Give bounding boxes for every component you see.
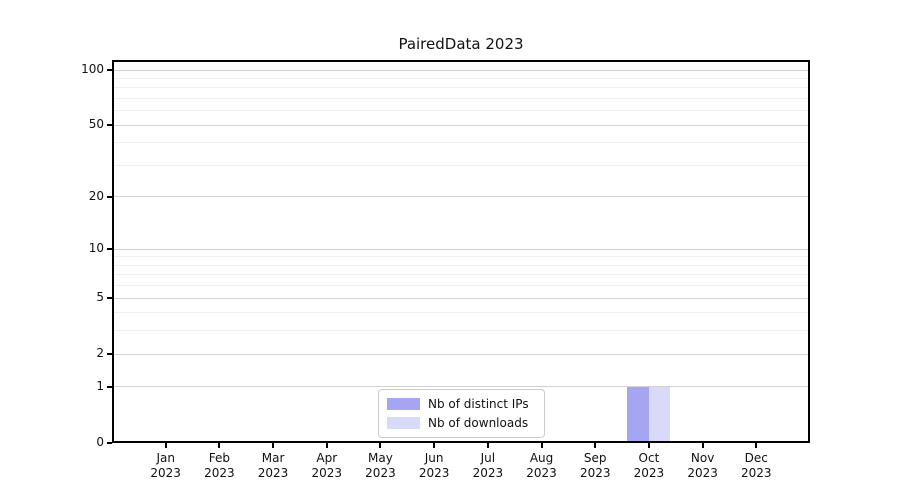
y-tick-label: 5 — [96, 290, 104, 305]
x-tick-mark — [272, 443, 275, 448]
legend-label: Nb of distinct IPs — [428, 397, 529, 411]
x-tick-label: Jun 2023 — [418, 451, 450, 480]
legend-label: Nb of downloads — [428, 416, 529, 430]
y-tick-mark — [107, 297, 112, 300]
x-tick-label: Jan 2023 — [150, 451, 181, 480]
minor-gridline — [114, 87, 808, 89]
x-tick-label: May 2023 — [365, 451, 396, 480]
y-tick-label: 10 — [88, 241, 104, 256]
x-tick-mark — [218, 443, 221, 448]
major-gridline — [114, 196, 808, 198]
bar-nb-of-distinct-ips — [627, 386, 649, 443]
y-tick-mark — [107, 195, 112, 198]
major-gridline — [114, 69, 808, 71]
y-tick-label: 100 — [81, 62, 104, 76]
legend-item: Nb of distinct IPs — [387, 397, 536, 411]
legend-swatch-icon — [387, 398, 420, 410]
minor-gridline — [114, 164, 808, 166]
y-tick-mark — [107, 442, 112, 444]
major-gridline — [114, 353, 808, 355]
x-tick-label: Mar 2023 — [257, 451, 289, 480]
y-tick-mark — [107, 124, 112, 127]
x-tick-mark — [433, 443, 436, 448]
minor-gridline — [114, 97, 808, 99]
x-tick-label: Apr 2023 — [311, 451, 343, 480]
minor-gridline — [114, 312, 808, 314]
minor-gridline — [114, 285, 808, 287]
y-tick-label: 0 — [96, 435, 104, 449]
y-tick-label: 1 — [96, 378, 104, 393]
minor-gridline — [114, 77, 808, 79]
minor-gridline — [114, 142, 808, 144]
x-tick-label: Dec 2023 — [741, 451, 772, 480]
x-tick-mark — [594, 443, 597, 448]
x-tick-mark — [486, 443, 489, 448]
bar-nb-of-downloads — [648, 386, 671, 443]
x-tick-mark — [755, 443, 758, 448]
x-tick-mark — [701, 443, 704, 448]
major-gridline — [114, 124, 808, 126]
minor-gridline — [114, 264, 808, 266]
x-tick-label: Jul 2023 — [472, 451, 504, 480]
minor-gridline — [114, 110, 808, 112]
minor-gridline — [114, 274, 808, 276]
x-tick-label: Feb 2023 — [204, 451, 235, 480]
major-gridline — [114, 297, 808, 299]
minor-gridline — [114, 256, 808, 258]
major-gridline — [114, 248, 808, 250]
x-tick-label: Oct 2023 — [633, 451, 665, 480]
plot-area — [112, 60, 810, 443]
y-tick-mark — [107, 385, 112, 388]
x-tick-mark — [379, 443, 382, 448]
x-tick-label: Aug 2023 — [526, 451, 557, 480]
minor-gridline — [114, 330, 808, 332]
x-tick-label: Sep 2023 — [579, 451, 611, 480]
legend-item: Nb of downloads — [387, 416, 536, 430]
y-tick-label: 20 — [88, 188, 104, 203]
x-tick-label: Nov 2023 — [687, 451, 718, 480]
x-tick-mark — [647, 443, 650, 448]
y-tick-label: 2 — [96, 346, 104, 361]
x-tick-mark — [164, 443, 167, 448]
chart-title: PairedData 2023 — [398, 35, 524, 53]
y-tick-mark — [107, 69, 112, 71]
legend-swatch-icon — [387, 417, 420, 429]
major-gridline — [114, 386, 808, 388]
y-tick-mark — [107, 248, 112, 251]
y-tick-label: 50 — [88, 117, 104, 132]
legend: Nb of distinct IPs Nb of downloads — [378, 389, 545, 438]
x-tick-mark — [540, 443, 543, 448]
y-tick-mark — [107, 353, 112, 356]
x-tick-mark — [325, 443, 328, 448]
